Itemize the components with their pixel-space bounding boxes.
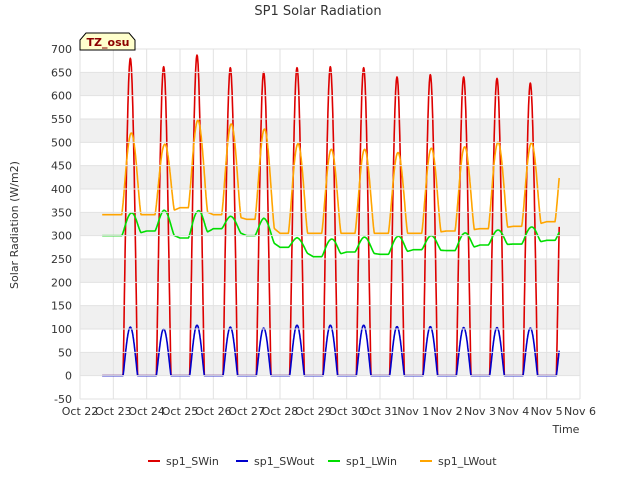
plot-band xyxy=(80,95,580,119)
y-tick-label: 500 xyxy=(51,136,72,149)
y-tick-label: 300 xyxy=(51,230,72,243)
legend: sp1_SWin sp1_SWout sp1_LWin sp1_LWout xyxy=(148,455,497,468)
x-tick-label: Oct 26 xyxy=(195,405,232,418)
x-tick-label: Oct 23 xyxy=(95,405,132,418)
y-tick-label: 400 xyxy=(51,183,72,196)
series-line-sp1_LWout xyxy=(101,119,560,235)
plot-band xyxy=(80,305,580,329)
x-tick-label: Oct 27 xyxy=(228,405,265,418)
x-tick-label: Nov 3 xyxy=(464,405,496,418)
plot-band xyxy=(80,119,580,143)
y-axis-label: Solar Radiation (W/m2) xyxy=(8,161,21,289)
y-axis-ticks: -50 0 50 100 150 200 250 300 350 400 450 500 550 600 6… xyxy=(51,43,580,406)
vertical-gridlines xyxy=(79,49,581,399)
x-axis-label: Time xyxy=(552,423,580,436)
timezone-badge: TZ_osu xyxy=(79,32,136,51)
x-tick-label: Oct 22 xyxy=(62,405,99,418)
x-tick-label: Nov 6 xyxy=(564,405,596,418)
plot-band xyxy=(80,235,580,259)
legend-label-sp1_LWin: sp1_LWin xyxy=(346,455,397,468)
y-tick-label: 600 xyxy=(51,90,72,103)
x-tick-label: Oct 31 xyxy=(362,405,399,418)
x-tick-label: Oct 29 xyxy=(295,405,332,418)
timezone-badge-label: TZ_osu xyxy=(87,36,130,49)
series-line-sp1_LWin xyxy=(101,209,560,258)
plot-band xyxy=(80,375,580,399)
plot-band xyxy=(80,72,580,96)
legend-label-sp1_LWout: sp1_LWout xyxy=(438,455,497,468)
legend-label-sp1_SWin: sp1_SWin xyxy=(166,455,219,468)
x-tick-label: Oct 25 xyxy=(162,405,199,418)
plot-band xyxy=(80,282,580,306)
x-tick-label: Nov 1 xyxy=(397,405,429,418)
legend-label-sp1_SWout: sp1_SWout xyxy=(254,455,315,468)
y-tick-label: 450 xyxy=(51,160,72,173)
y-tick-label: 250 xyxy=(51,253,72,266)
y-tick-label: 350 xyxy=(51,206,72,219)
x-tick-label: Oct 24 xyxy=(128,405,165,418)
x-tick-label: Nov 5 xyxy=(531,405,563,418)
plot-band xyxy=(80,49,580,73)
plot-band xyxy=(80,189,580,213)
plot-background-bands xyxy=(80,49,580,399)
y-tick-label: 200 xyxy=(51,276,72,289)
y-tick-label: -50 xyxy=(54,393,72,406)
y-tick-label: 100 xyxy=(51,323,72,336)
y-tick-label: 650 xyxy=(51,66,72,79)
plot-band xyxy=(80,165,580,189)
x-tick-label: Nov 2 xyxy=(431,405,463,418)
plot-band xyxy=(80,259,580,283)
plot-band xyxy=(80,329,580,353)
chart-title: SP1 Solar Radiation xyxy=(254,4,381,19)
y-tick-label: 700 xyxy=(51,43,72,56)
timezone-badge-box xyxy=(79,32,136,51)
y-tick-label: 550 xyxy=(51,113,72,126)
x-tick-label: Oct 30 xyxy=(328,405,365,418)
plot-band xyxy=(80,212,580,236)
x-tick-label: Oct 28 xyxy=(262,405,299,418)
y-tick-label: 150 xyxy=(51,300,72,313)
y-tick-label: 50 xyxy=(58,346,72,359)
y-tick-label: 0 xyxy=(65,370,72,383)
x-tick-label: Nov 4 xyxy=(497,405,529,418)
